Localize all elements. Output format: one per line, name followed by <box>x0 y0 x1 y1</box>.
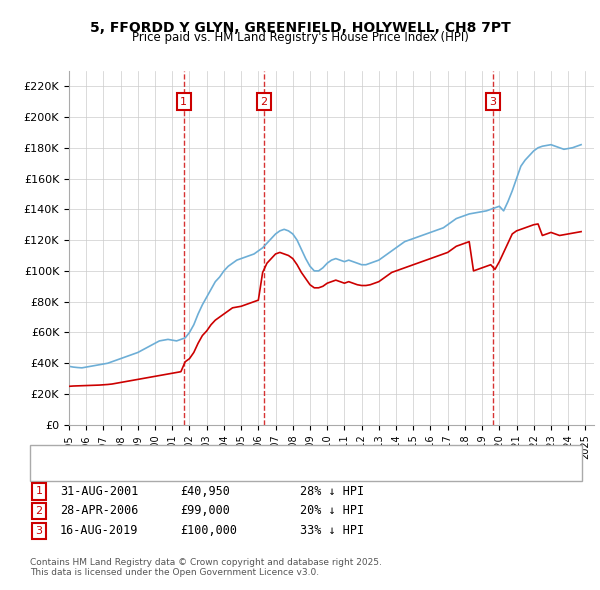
Text: 2: 2 <box>35 506 43 516</box>
Text: 1: 1 <box>35 487 43 496</box>
Text: £100,000: £100,000 <box>180 525 237 537</box>
Text: 5, FFORDD Y GLYN, GREENFIELD, HOLYWELL, CH8 7PT (semi-detached house): 5, FFORDD Y GLYN, GREENFIELD, HOLYWELL, … <box>57 448 443 457</box>
Text: £99,000: £99,000 <box>180 504 230 517</box>
Text: —: — <box>42 445 57 460</box>
Text: 33% ↓ HPI: 33% ↓ HPI <box>300 525 364 537</box>
Text: 3: 3 <box>35 526 43 536</box>
Text: HPI: Average price, semi-detached house, Flintshire: HPI: Average price, semi-detached house,… <box>57 467 315 477</box>
Text: Contains HM Land Registry data © Crown copyright and database right 2025.
This d: Contains HM Land Registry data © Crown c… <box>30 558 382 577</box>
Text: 28-APR-2006: 28-APR-2006 <box>60 504 139 517</box>
Text: 2: 2 <box>260 97 268 107</box>
Text: 3: 3 <box>490 97 496 107</box>
Text: 16-AUG-2019: 16-AUG-2019 <box>60 525 139 537</box>
Text: 5, FFORDD Y GLYN, GREENFIELD, HOLYWELL, CH8 7PT: 5, FFORDD Y GLYN, GREENFIELD, HOLYWELL, … <box>89 21 511 35</box>
Text: 1: 1 <box>181 97 187 107</box>
Text: 31-AUG-2001: 31-AUG-2001 <box>60 485 139 498</box>
Text: £40,950: £40,950 <box>180 485 230 498</box>
Text: Price paid vs. HM Land Registry's House Price Index (HPI): Price paid vs. HM Land Registry's House … <box>131 31 469 44</box>
Text: 28% ↓ HPI: 28% ↓ HPI <box>300 485 364 498</box>
Text: 20% ↓ HPI: 20% ↓ HPI <box>300 504 364 517</box>
Text: —: — <box>42 464 57 480</box>
